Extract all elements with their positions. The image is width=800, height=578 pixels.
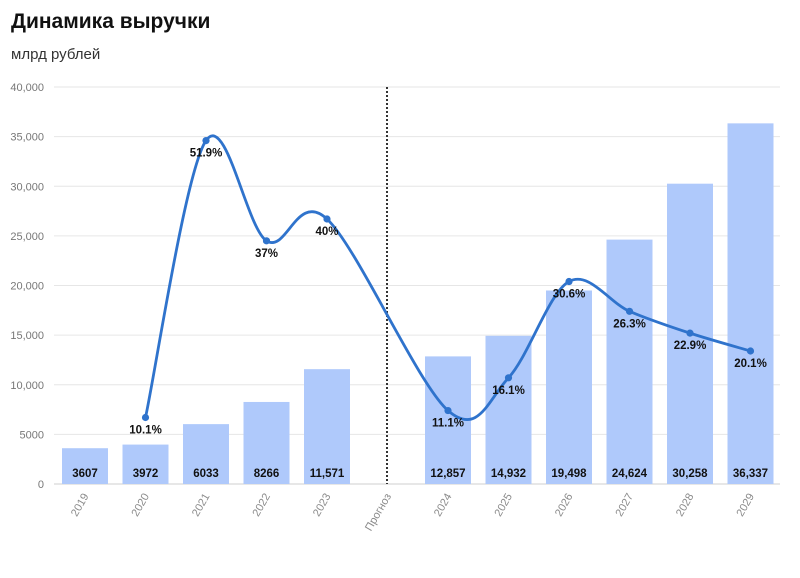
bar-value-label: 11,571: [310, 468, 345, 480]
bar-value-label: 36,337: [733, 468, 768, 480]
growth-label: 51.9%: [190, 148, 223, 160]
y-tick-label: 35,000: [10, 132, 44, 144]
growth-point: [625, 307, 634, 315]
x-tick-label: 2023: [311, 492, 334, 519]
x-tick-label: 2027: [613, 492, 636, 519]
x-tick-label: 2029: [734, 492, 757, 519]
growth-label: 16.1%: [492, 385, 525, 397]
growth-label: 20.1%: [734, 358, 767, 370]
x-tick-label: Прогноз: [363, 492, 394, 534]
growth-label: 11.1%: [432, 418, 464, 430]
x-tick-label: 2021: [190, 492, 213, 519]
growth-point: [323, 215, 331, 223]
x-tick-label: 2025: [492, 492, 515, 519]
x-tick-label: 2026: [553, 492, 576, 519]
growth-point: [746, 347, 755, 355]
bar-value-label: 12,857: [430, 468, 465, 480]
x-tick-label: 2028: [674, 492, 697, 519]
bar: [62, 448, 108, 484]
growth-label: 26.3%: [613, 318, 646, 330]
bar: [485, 335, 532, 484]
growth-label: 40%: [315, 226, 338, 238]
growth-point: [504, 374, 513, 382]
growth-point: [444, 406, 452, 415]
bar: [183, 424, 229, 484]
bar-value-label: 8266: [254, 468, 280, 480]
chart-title: Динамика выручки: [11, 10, 211, 33]
y-tick-label: 5000: [20, 429, 44, 441]
y-tick-label: 20,000: [10, 281, 44, 293]
bar-value-label: 6033: [193, 468, 219, 480]
bar: [122, 444, 169, 484]
bar-value-label: 3607: [72, 468, 98, 480]
bar-value-label: 30,258: [672, 468, 708, 480]
growth-point: [686, 329, 694, 337]
growth-point: [141, 413, 150, 422]
growth-point: [202, 136, 210, 145]
x-tick-label: 2022: [250, 492, 273, 519]
bar-value-label: 24,624: [612, 468, 648, 480]
bar: [304, 369, 350, 484]
bar-value-label: 3972: [133, 468, 159, 480]
y-tick-label: 15,000: [10, 330, 44, 342]
bar-value-label: 14,932: [491, 468, 526, 480]
x-tick-label: 2020: [129, 492, 152, 519]
bar-value-label: 19,498: [551, 468, 587, 480]
x-tick-label: 2019: [69, 492, 92, 519]
growth-label: 10.1%: [129, 425, 162, 437]
growth-point: [262, 237, 271, 245]
growth-label: 22.9%: [674, 340, 707, 352]
bar: [243, 401, 290, 484]
bar: [727, 123, 774, 484]
growth-point: [565, 277, 573, 286]
y-tick-label: 0: [38, 479, 44, 491]
bar: [546, 290, 592, 484]
y-tick-label: 25,000: [10, 231, 44, 243]
y-tick-label: 10,000: [10, 380, 44, 392]
bar: [606, 239, 653, 484]
y-tick-label: 40,000: [10, 82, 44, 94]
y-tick-label: 30,000: [10, 181, 44, 193]
growth-label: 30.6%: [553, 289, 586, 301]
chart-subtitle: млрд рублей: [11, 46, 101, 63]
growth-label: 37%: [255, 248, 278, 260]
x-tick-label: 2024: [432, 492, 455, 519]
